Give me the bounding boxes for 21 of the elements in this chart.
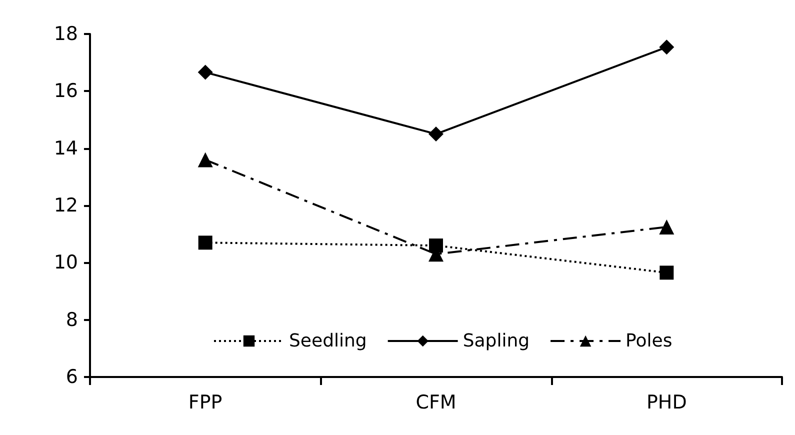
- legend-label: Seedling: [289, 330, 367, 352]
- point: [198, 152, 213, 168]
- y-tick-label: 18: [54, 23, 78, 45]
- y-tick-label: 12: [54, 194, 78, 216]
- y-tick-label: 6: [66, 366, 78, 388]
- x-tick-label: FPP: [188, 392, 222, 414]
- point: [660, 266, 674, 280]
- x-tick-label: CFM: [416, 392, 456, 414]
- y-tick-label: 16: [54, 80, 78, 102]
- point: [659, 219, 674, 234]
- legend-label: Sapling: [462, 330, 530, 352]
- x-tick-label: PHD: [646, 392, 687, 414]
- point: [198, 64, 213, 80]
- point: [428, 126, 444, 142]
- y-tick-label: 10: [54, 252, 78, 274]
- point: [429, 238, 443, 253]
- y-tick-label: 14: [54, 137, 78, 160]
- point: [198, 236, 212, 250]
- legend-label: Poles: [626, 330, 672, 352]
- point: [659, 40, 674, 55]
- y-tick-label: 8: [66, 308, 78, 331]
